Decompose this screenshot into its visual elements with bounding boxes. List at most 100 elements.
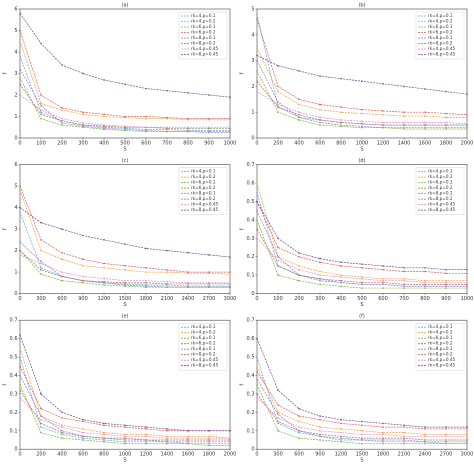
point: [229, 271, 231, 273]
point: [466, 126, 468, 129]
point: [424, 426, 426, 428]
point: [103, 439, 105, 441]
x-axis-label: S: [360, 302, 363, 308]
point: [166, 439, 168, 441]
x-tick-label: 2000: [224, 452, 237, 458]
point: [124, 264, 126, 267]
x-tick-label: 2000: [461, 141, 474, 147]
point: [61, 433, 63, 436]
point: [256, 371, 258, 373]
point: [187, 251, 189, 254]
point: [145, 271, 147, 273]
point: [229, 439, 231, 441]
point: [340, 437, 342, 439]
y-tick-label: 0.6: [10, 336, 18, 342]
y-tick-label: 0: [14, 291, 17, 297]
legend-box: [178, 11, 228, 60]
point: [208, 444, 210, 447]
x-tick-label: 1200: [335, 452, 348, 458]
point: [166, 249, 168, 252]
point: [466, 287, 468, 289]
point: [277, 413, 279, 415]
y-tick-label: 0.3: [10, 391, 18, 397]
point: [382, 287, 384, 289]
point: [82, 258, 84, 261]
point: [382, 124, 384, 126]
x-tick-label: 400: [294, 141, 304, 147]
point: [40, 109, 42, 111]
point: [319, 274, 321, 276]
point: [382, 441, 384, 443]
point: [319, 119, 321, 121]
point: [229, 437, 231, 439]
series-line: [19, 185, 230, 273]
point: [403, 437, 405, 439]
legend-label: rk=4,p=0.1: [191, 169, 216, 174]
point: [382, 422, 384, 425]
point: [61, 228, 63, 230]
point: [361, 112, 363, 115]
point: [382, 426, 384, 428]
point: [445, 126, 447, 129]
point: [277, 111, 279, 113]
point: [256, 383, 258, 386]
x-axis-label: S: [123, 458, 126, 464]
point: [208, 286, 210, 288]
point: [166, 271, 168, 273]
point: [166, 283, 168, 285]
point: [61, 279, 63, 282]
subplot-title: (f): [359, 314, 365, 320]
point: [124, 269, 126, 271]
y-tick-label: 0: [251, 447, 254, 453]
point: [229, 441, 231, 443]
x-tick-label: 800: [99, 452, 109, 458]
point: [403, 442, 405, 445]
legend-label: rk=8,p=0.2: [428, 352, 453, 357]
series-line: [256, 19, 468, 116]
point: [277, 237, 279, 240]
point: [424, 441, 426, 443]
point: [340, 77, 342, 80]
point: [340, 279, 342, 282]
x-tick-label: 400: [336, 296, 346, 302]
point: [319, 279, 321, 282]
point: [403, 278, 405, 280]
point: [403, 111, 405, 113]
y-tick-label: 0.4: [10, 373, 18, 379]
point: [166, 435, 168, 438]
point: [82, 418, 84, 421]
point: [361, 126, 363, 129]
point: [466, 283, 468, 286]
point: [319, 433, 321, 436]
point: [166, 280, 168, 283]
point: [40, 94, 42, 96]
point: [277, 411, 279, 414]
point: [124, 284, 126, 286]
point: [403, 85, 405, 88]
point: [298, 255, 300, 258]
point: [208, 254, 210, 256]
y-tick-label: 2: [14, 248, 17, 254]
point: [403, 270, 405, 273]
point: [298, 274, 300, 276]
point: [298, 420, 300, 423]
point: [298, 113, 300, 116]
point: [340, 276, 342, 278]
point: [187, 271, 189, 273]
point: [256, 228, 258, 230]
point: [166, 441, 168, 443]
x-tick-label: 900: [78, 296, 88, 302]
y-axis-label: f: [3, 384, 9, 386]
point: [19, 389, 21, 392]
x-axis-label: S: [123, 302, 126, 308]
point: [61, 411, 63, 414]
legend-box: [178, 167, 228, 215]
point: [82, 275, 84, 278]
series-line: [19, 390, 230, 441]
point: [424, 121, 426, 124]
series-line: [19, 211, 230, 287]
point: [445, 428, 447, 430]
point: [208, 282, 210, 284]
point: [256, 191, 258, 194]
x-tick-label: 1000: [461, 296, 474, 302]
